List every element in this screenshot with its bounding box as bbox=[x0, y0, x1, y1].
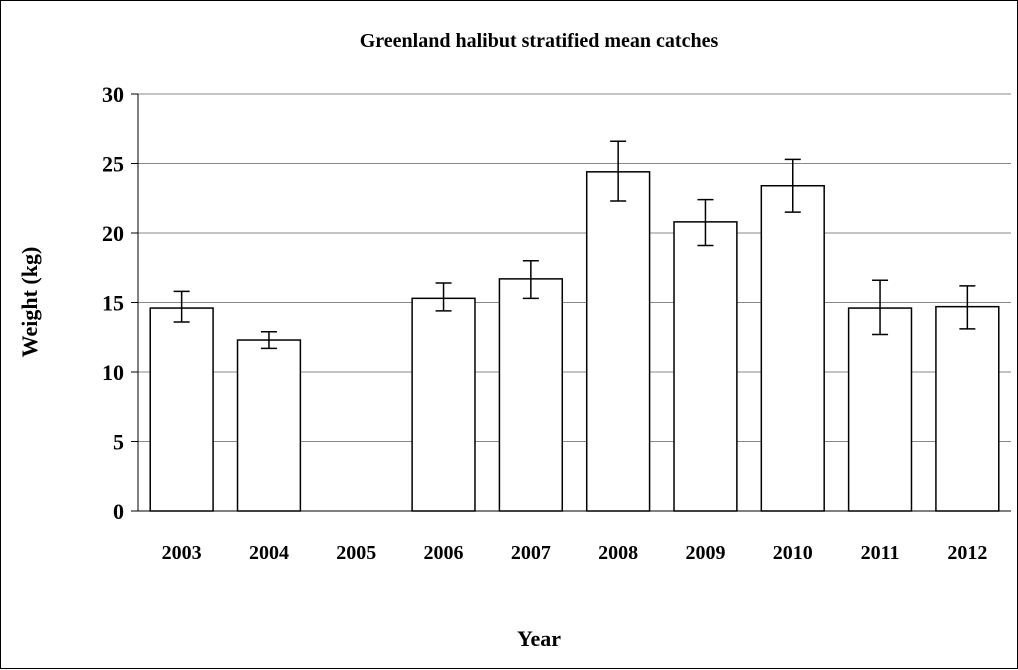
bar-2007 bbox=[499, 279, 562, 511]
x-tick-label: 2011 bbox=[861, 542, 900, 564]
x-axis-ticks: 2003 2004 2005 2006 2007 2008 2009 2010 2011 2012 bbox=[162, 542, 988, 564]
y-tick-label: 20 bbox=[102, 221, 124, 246]
bar-2004 bbox=[238, 340, 301, 511]
x-tick-label: 2004 bbox=[249, 542, 289, 564]
y-tick-label: 30 bbox=[102, 82, 124, 107]
bars bbox=[150, 172, 999, 511]
x-tick-label: 2006 bbox=[424, 542, 464, 564]
x-tick-label: 2009 bbox=[685, 542, 725, 564]
y-tick-label: 25 bbox=[102, 152, 124, 177]
y-axis-ticks: 0 5 10 15 20 25 30 bbox=[102, 82, 138, 524]
x-tick-label: 2010 bbox=[773, 542, 813, 564]
x-tick-label: 2003 bbox=[162, 542, 202, 564]
bar-2008 bbox=[587, 172, 650, 511]
bar-2006 bbox=[412, 298, 475, 511]
bar-2003 bbox=[150, 308, 213, 511]
bar-2011 bbox=[849, 308, 912, 511]
x-tick-label: 2005 bbox=[336, 542, 376, 564]
bar-2012 bbox=[936, 307, 999, 511]
y-axis-title: Weight (kg) bbox=[17, 247, 42, 358]
y-tick-label: 0 bbox=[113, 499, 124, 524]
x-axis-title: Year bbox=[517, 626, 561, 651]
x-tick-label: 2008 bbox=[598, 542, 638, 564]
chart-title: Greenland halibut stratified mean catche… bbox=[360, 30, 719, 52]
y-tick-label: 10 bbox=[102, 360, 124, 385]
x-tick-label: 2007 bbox=[511, 542, 551, 564]
bar-2010 bbox=[761, 186, 824, 511]
bar-2009 bbox=[674, 222, 737, 511]
x-tick-label: 2012 bbox=[947, 542, 987, 564]
y-tick-label: 15 bbox=[102, 291, 124, 316]
y-tick-label: 5 bbox=[113, 430, 124, 455]
